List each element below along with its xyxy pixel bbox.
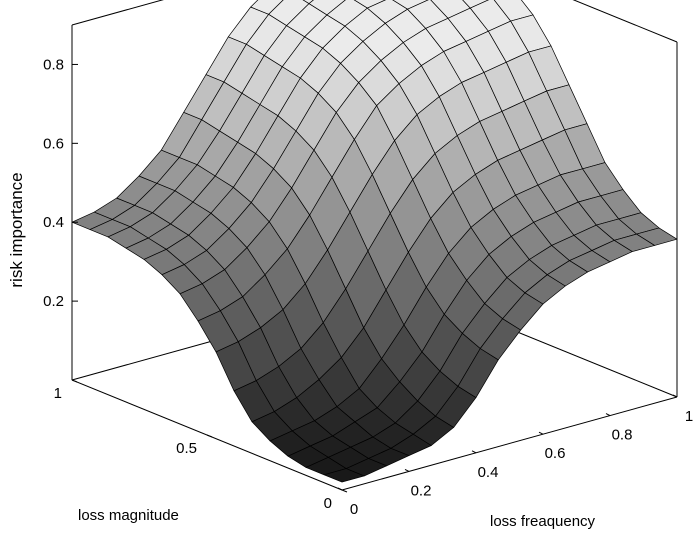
y-tick-label: 0 xyxy=(324,495,332,512)
x-tick xyxy=(672,394,678,398)
x-tick-label: 0 xyxy=(350,501,358,518)
y-tick-label: 1 xyxy=(54,385,62,402)
z-tick-label: 0.6 xyxy=(43,135,64,152)
surface-patch xyxy=(302,0,314,4)
y-tick xyxy=(71,379,78,383)
x-axis-label: loss freaquency xyxy=(490,513,596,530)
x-tick xyxy=(605,413,611,417)
axis-edge xyxy=(341,396,678,491)
x-tick-label: 0.8 xyxy=(612,427,633,444)
z-tick-label: 0.2 xyxy=(43,293,64,310)
x-tick-label: 0.2 xyxy=(411,482,432,499)
x-tick xyxy=(404,468,410,472)
y-tick xyxy=(206,434,213,438)
x-tick-label: 0.6 xyxy=(545,445,566,462)
x-tick xyxy=(337,487,343,491)
y-tick-label: 0.5 xyxy=(176,440,197,457)
surface-patch xyxy=(250,0,284,15)
y-tick xyxy=(341,489,348,493)
axis-edge xyxy=(71,0,164,26)
surface-mesh xyxy=(71,0,678,483)
x-tick xyxy=(471,450,477,454)
y-axis-label: loss magnitude xyxy=(78,507,179,524)
z-tick-label: 0.8 xyxy=(43,56,64,73)
z-axis-label: risk importance xyxy=(7,172,26,287)
z-tick-label: 0.4 xyxy=(43,214,64,231)
x-tick-label: 1 xyxy=(685,408,693,425)
x-tick-label: 0.4 xyxy=(478,464,499,481)
axis-edge xyxy=(572,0,678,43)
x-tick xyxy=(538,431,544,435)
axes-ticks: 0.2 0.4 0.6 0.8 0 0.5 1 0 0.2 0.4 0.6 0.8 1 xyxy=(43,56,693,518)
surface-patch xyxy=(636,227,678,246)
